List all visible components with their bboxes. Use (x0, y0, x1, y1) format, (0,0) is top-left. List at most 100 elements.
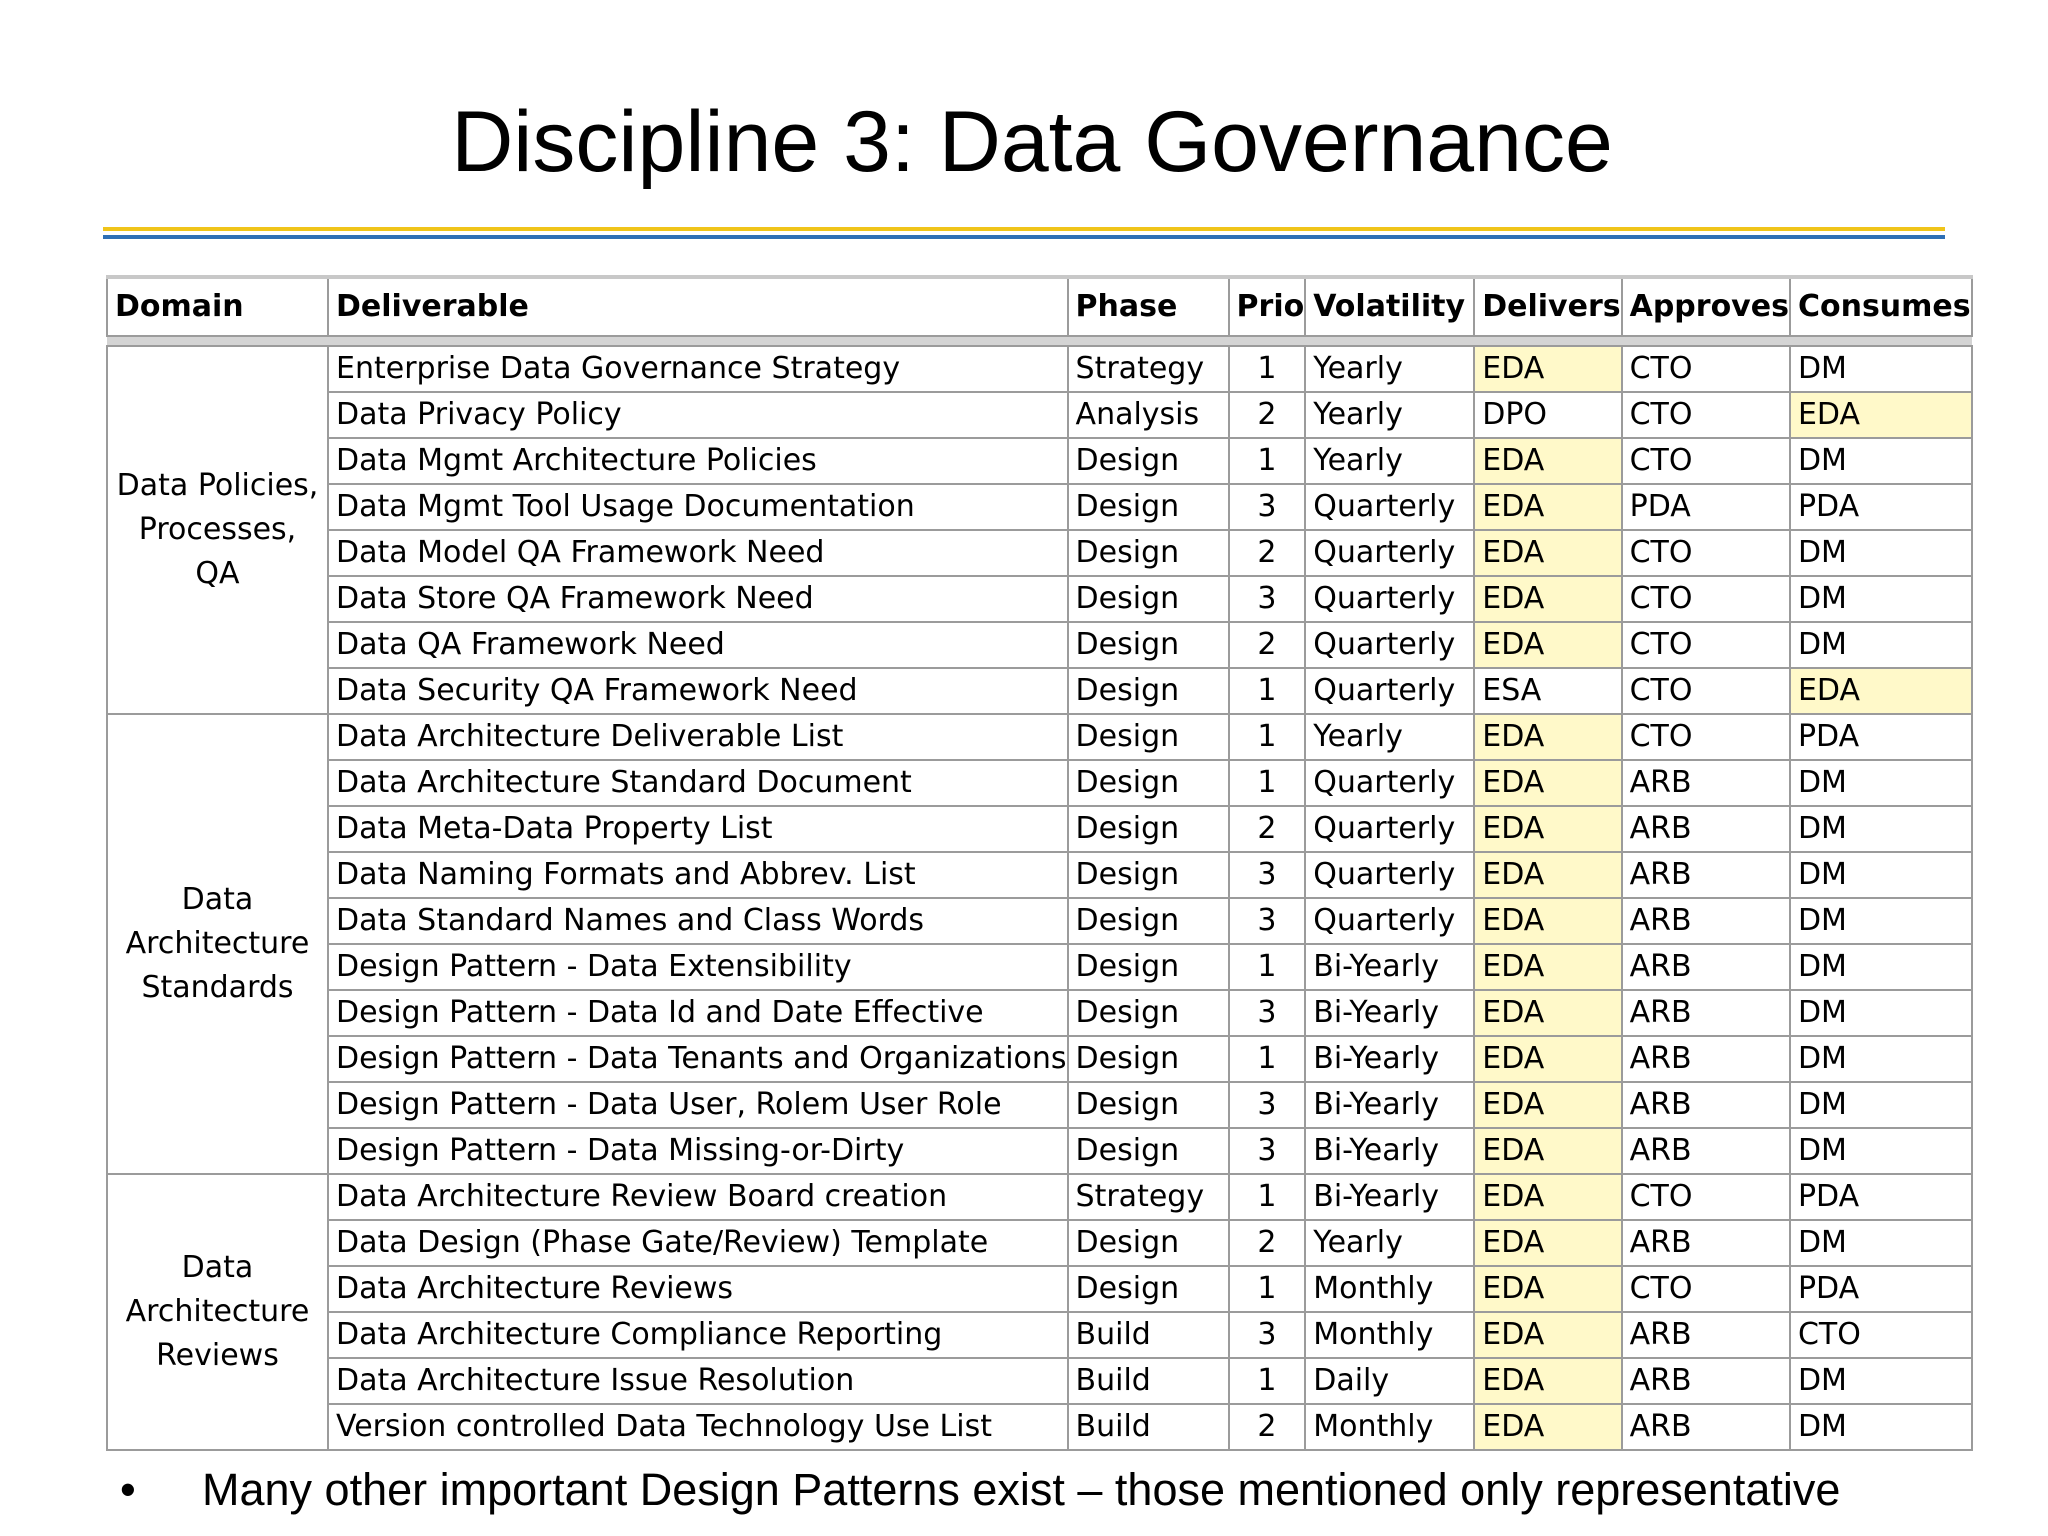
cell-approves: ARB (1620, 1127, 1791, 1175)
cell-volatility: Yearly (1304, 437, 1476, 485)
table-row: Data Architecture Issue Resolution Build 1… (107, 1357, 1973, 1405)
cell-approves: CTO (1620, 575, 1791, 623)
table-row: Data Privacy Policy Analysis 2 Yearly DPO CTO… (107, 391, 1973, 439)
cell-consumes: EDA (1788, 391, 1973, 439)
title-rule-yellow (103, 227, 1945, 231)
cell-volatility: Bi-Yearly (1304, 1127, 1476, 1175)
cell-prio: 3 (1227, 1081, 1307, 1129)
cell-delivers: DPO (1473, 391, 1623, 439)
cell-volatility: Bi-Yearly (1304, 989, 1476, 1037)
cell-prio: 1 (1227, 943, 1307, 991)
cell-deliverable: Design Pattern - Data Id and Date Effect… (327, 989, 1069, 1037)
cell-consumes: DM (1788, 943, 1973, 991)
cell-consumes: PDA (1788, 1173, 1973, 1221)
cell-volatility: Bi-Yearly (1304, 1035, 1476, 1083)
cell-phase: Design (1066, 989, 1230, 1037)
cell-approves: ARB (1620, 1311, 1791, 1359)
cell-deliverable: Data Mgmt Tool Usage Documentation (327, 483, 1069, 531)
header-domain: Domain (106, 275, 329, 337)
cell-prio: 3 (1227, 851, 1307, 899)
table-row: Data Standard Names and Class Words Desig… (107, 897, 1973, 945)
cell-consumes: DM (1788, 851, 1973, 899)
cell-delivers: EDA (1473, 713, 1623, 761)
table-row: Data Design (Phase Gate/Review) Template… (107, 1219, 1973, 1267)
table-row: Data Architecture Reviews Design 1 Monthly E… (107, 1265, 1973, 1313)
table-row: Data Security QA Framework Need Design 1 Qu… (107, 667, 1973, 715)
cell-prio: 2 (1227, 1219, 1307, 1267)
cell-deliverable: Version controlled Data Technology Use L… (327, 1403, 1069, 1451)
cell-delivers: EDA (1473, 897, 1623, 945)
cell-volatility: Yearly (1304, 391, 1476, 439)
cell-approves: CTO (1620, 1173, 1791, 1221)
cell-consumes: EDA (1788, 667, 1973, 715)
cell-phase: Design (1066, 437, 1230, 485)
cell-prio: 1 (1227, 713, 1307, 761)
cell-deliverable: Design Pattern - Data Extensibility (327, 943, 1069, 991)
cell-consumes: DM (1788, 1403, 1973, 1451)
cell-prio: 1 (1227, 1035, 1307, 1083)
table-row: Data Naming Formats and Abbrev. List Desi… (107, 851, 1973, 899)
cell-consumes: DM (1788, 345, 1973, 393)
cell-delivers: EDA (1473, 437, 1623, 485)
cell-prio: 3 (1227, 989, 1307, 1037)
cell-approves: ARB (1620, 1357, 1791, 1405)
cell-approves: CTO (1620, 621, 1791, 669)
cell-consumes: DM (1788, 529, 1973, 577)
table-row: Design Pattern - Data Tenants and Organi… (107, 1035, 1973, 1083)
cell-phase: Design (1066, 851, 1230, 899)
cell-consumes: PDA (1788, 713, 1973, 761)
cell-delivers: EDA (1473, 989, 1623, 1037)
cell-phase: Design (1066, 713, 1230, 761)
cell-delivers: EDA (1473, 1219, 1623, 1267)
table-row: Design Pattern - Data Id and Date Effect… (107, 989, 1973, 1037)
cell-deliverable: Data Standard Names and Class Words (327, 897, 1069, 945)
cell-prio: 1 (1227, 1357, 1307, 1405)
cell-deliverable: Design Pattern - Data Tenants and Organi… (327, 1035, 1069, 1083)
cell-phase: Design (1066, 943, 1230, 991)
cell-approves: ARB (1620, 1219, 1791, 1267)
cell-approves: PDA (1620, 483, 1791, 531)
cell-phase: Design (1066, 805, 1230, 853)
cell-deliverable: Data Model QA Framework Need (327, 529, 1069, 577)
table-row: Data Architecture Standard Document Desig… (107, 759, 1973, 807)
table-row: Data Model QA Framework Need Design 2 Quart… (107, 529, 1973, 577)
cell-volatility: Quarterly (1304, 897, 1476, 945)
cell-phase: Design (1066, 1127, 1230, 1175)
cell-delivers: EDA (1473, 1265, 1623, 1313)
cell-phase: Analysis (1066, 391, 1230, 439)
cell-prio: 2 (1227, 391, 1307, 439)
cell-prio: 2 (1227, 1403, 1307, 1451)
cell-delivers: ESA (1473, 667, 1623, 715)
cell-phase: Design (1066, 483, 1230, 531)
slide-title: Discipline 3: Data Governance (451, 94, 1613, 190)
cell-volatility: Daily (1304, 1357, 1476, 1405)
cell-approves: ARB (1620, 1403, 1791, 1451)
cell-delivers: EDA (1473, 621, 1623, 669)
cell-approves: ARB (1620, 1035, 1791, 1083)
cell-prio: 3 (1227, 1127, 1307, 1175)
cell-approves: ARB (1620, 943, 1791, 991)
cell-consumes: DM (1788, 989, 1973, 1037)
cell-volatility: Quarterly (1304, 805, 1476, 853)
cell-phase: Build (1066, 1403, 1230, 1451)
cell-volatility: Quarterly (1304, 529, 1476, 577)
cell-deliverable: Data Mgmt Architecture Policies (327, 437, 1069, 485)
cell-prio: 3 (1227, 575, 1307, 623)
cell-approves: CTO (1620, 529, 1791, 577)
cell-consumes: DM (1788, 1035, 1973, 1083)
table-header-row: Domain Deliverable Phase Prio Volatility… (106, 275, 1973, 337)
cell-deliverable: Data Naming Formats and Abbrev. List (327, 851, 1069, 899)
cell-deliverable: Data QA Framework Need (327, 621, 1069, 669)
cell-delivers: EDA (1473, 805, 1623, 853)
cell-volatility: Quarterly (1304, 851, 1476, 899)
table-row: Data Architecture Compliance Reporting Bu… (107, 1311, 1973, 1359)
cell-deliverable: Data Architecture Standard Document (327, 759, 1069, 807)
cell-consumes: DM (1788, 1081, 1973, 1129)
cell-prio: 3 (1227, 1311, 1307, 1359)
cell-prio: 2 (1227, 805, 1307, 853)
cell-phase: Build (1066, 1357, 1230, 1405)
header-spacer (107, 335, 1972, 347)
cell-consumes: PDA (1788, 1265, 1973, 1313)
cell-volatility: Yearly (1304, 1219, 1476, 1267)
cell-consumes: DM (1788, 621, 1973, 669)
